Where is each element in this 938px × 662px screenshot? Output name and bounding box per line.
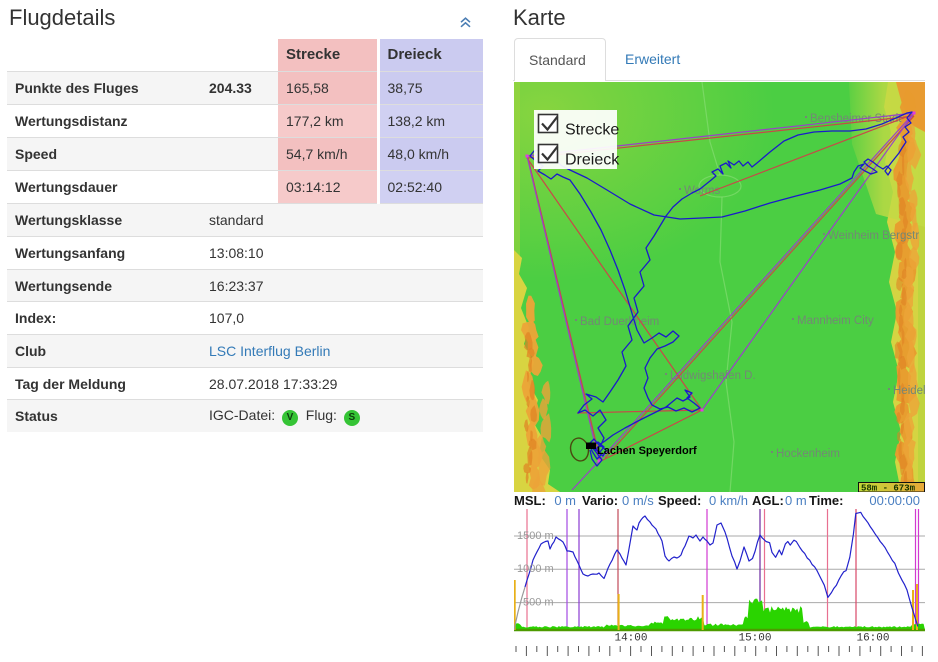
- svg-text:Weinheim Bergstr: Weinheim Bergstr: [828, 230, 919, 242]
- svg-text:15:00: 15:00: [738, 633, 771, 645]
- svg-text:Lachen Speyerdorf: Lachen Speyerdorf: [597, 445, 697, 457]
- svg-text:Mannheim City: Mannheim City: [797, 315, 874, 327]
- svg-text:Strecke: Strecke: [565, 122, 619, 139]
- svg-text:Dreieck: Dreieck: [565, 152, 620, 169]
- svg-text:500 m: 500 m: [523, 597, 554, 609]
- svg-text:Ludwigshafen D.: Ludwigshafen D.: [670, 370, 756, 382]
- svg-text:1000 m: 1000 m: [517, 563, 554, 575]
- svg-text:16:00: 16:00: [856, 633, 889, 645]
- svg-text:Worms: Worms: [684, 185, 720, 197]
- svg-text:Hockenheim: Hockenheim: [776, 448, 840, 460]
- svg-text:1500 m: 1500 m: [517, 530, 554, 542]
- svg-text:Heidelberg Mi: Heidelberg Mi: [893, 385, 925, 397]
- svg-text:58m - 673m: 58m - 673m: [861, 484, 916, 493]
- svg-text:Bad Duerkheim: Bad Duerkheim: [580, 316, 659, 328]
- svg-text:14:00: 14:00: [614, 633, 647, 645]
